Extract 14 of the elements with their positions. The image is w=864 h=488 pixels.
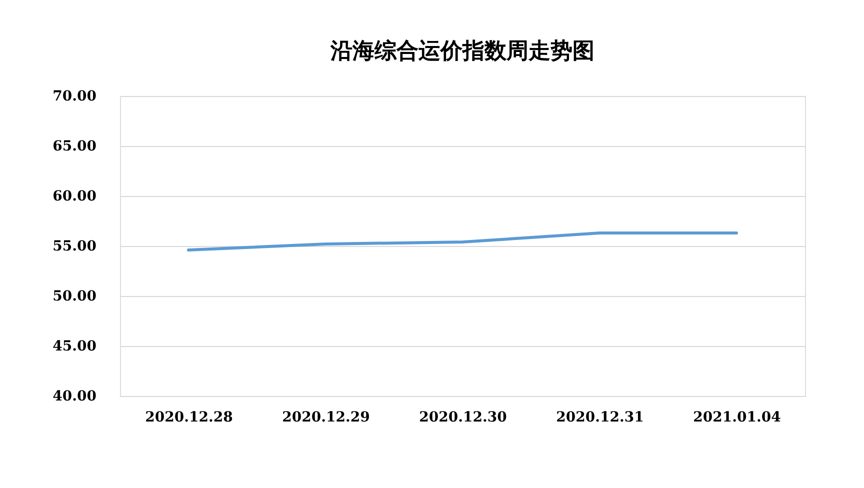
x-tick-label: 2020.12.28 [145,410,233,426]
x-tick-label: 2020.12.29 [282,410,370,426]
x-tick-label: 2020.12.31 [556,410,644,426]
y-tick-label: 60.00 [52,188,97,204]
y-tick-label: 70.00 [52,88,97,104]
chart-title: 沿海综合运价指数周走势图 [330,39,594,64]
y-tick-label: 55.00 [52,238,97,254]
y-tick-label: 40.00 [52,388,97,404]
y-tick-label: 50.00 [52,288,97,304]
x-tick-label: 2020.12.30 [419,410,508,426]
y-tick-label: 65.00 [52,138,97,154]
line-series [187,232,738,252]
y-tick-label: 45.00 [52,338,97,354]
x-tick-label: 2021.01.04 [693,410,782,426]
